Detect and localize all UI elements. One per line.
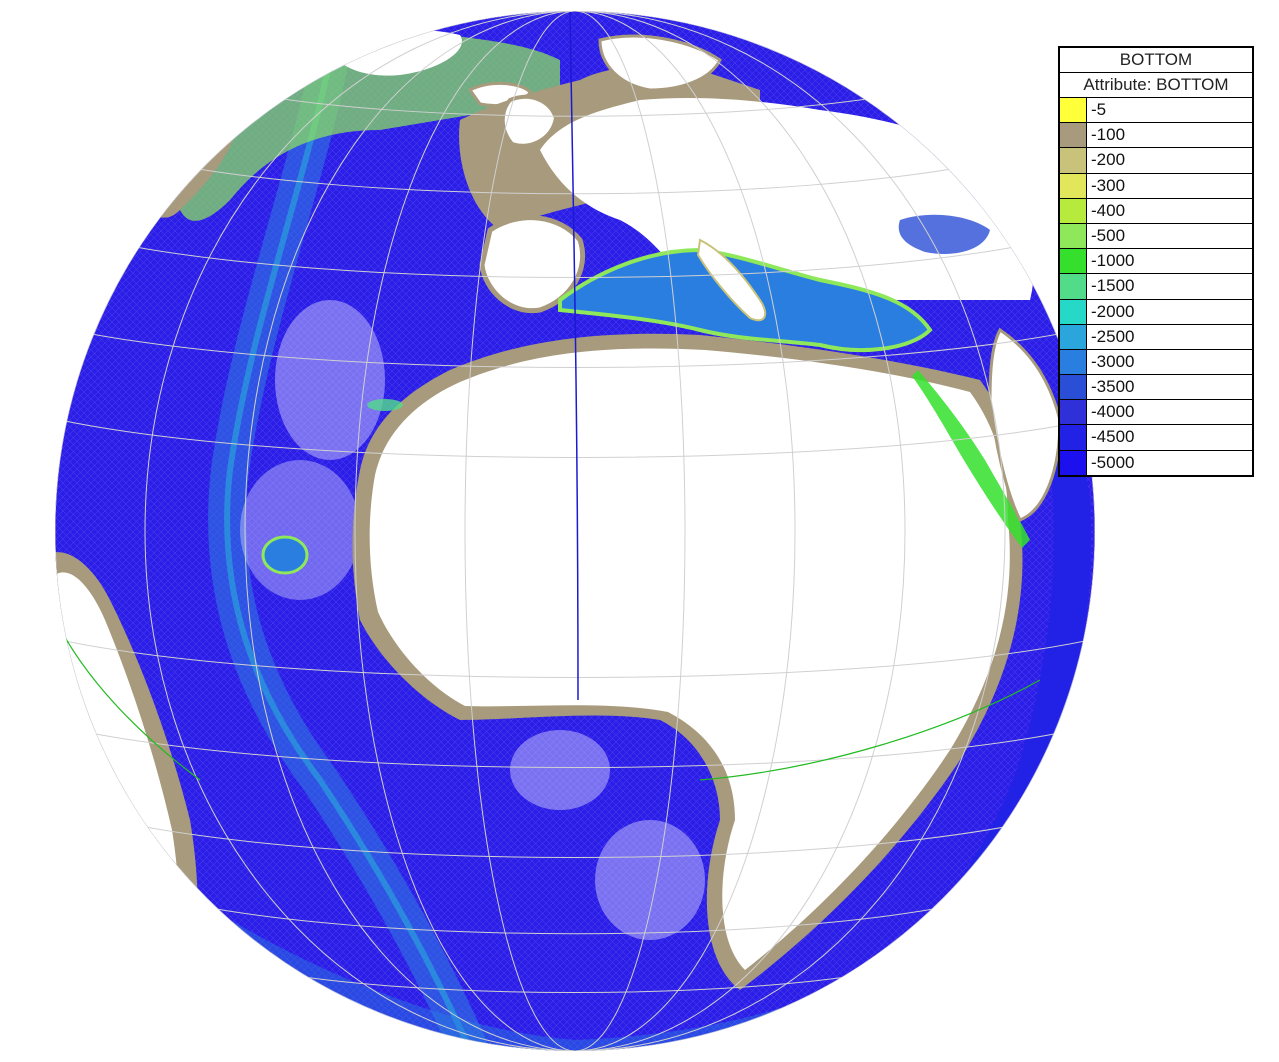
legend-label: -4500 (1087, 425, 1134, 449)
legend-row: -4000 (1060, 400, 1252, 425)
legend-label: -500 (1087, 224, 1125, 248)
legend-row: -3500 (1060, 375, 1252, 400)
legend-swatch (1060, 174, 1087, 198)
legend-label: -400 (1087, 199, 1125, 223)
legend-row: -200 (1060, 148, 1252, 173)
legend-label: -1500 (1087, 274, 1134, 298)
canary-islands (367, 399, 403, 411)
legend-swatch (1060, 224, 1087, 248)
legend-row: -5000 (1060, 451, 1252, 475)
legend-label: -4000 (1087, 400, 1134, 424)
mesh-refinement-patch (510, 730, 610, 810)
legend-row: -3000 (1060, 350, 1252, 375)
caribbean-islands (263, 537, 307, 573)
legend-label: -3000 (1087, 350, 1134, 374)
legend-row: -2500 (1060, 325, 1252, 350)
legend-swatch (1060, 350, 1087, 374)
legend-row: -500 (1060, 224, 1252, 249)
legend-row: -5 (1060, 98, 1252, 123)
legend-label: -3500 (1087, 375, 1134, 399)
legend-label: -2500 (1087, 325, 1134, 349)
mesh-refinement-patch (275, 300, 385, 460)
mesh-refinement-patch (595, 820, 705, 940)
legend-row: -1500 (1060, 274, 1252, 299)
legend-label: -2000 (1087, 300, 1134, 324)
legend-row: -4500 (1060, 425, 1252, 450)
legend-swatch (1060, 300, 1087, 324)
legend-row: -2000 (1060, 300, 1252, 325)
legend-row: -300 (1060, 174, 1252, 199)
legend-swatch (1060, 123, 1087, 147)
north-america-land (80, 95, 212, 177)
legend-label: -200 (1087, 148, 1125, 172)
legend-swatch (1060, 199, 1087, 223)
legend-swatch (1060, 400, 1087, 424)
legend-swatch (1060, 274, 1087, 298)
legend-label: -300 (1087, 174, 1125, 198)
legend-label: -5000 (1087, 451, 1134, 475)
legend-swatch (1060, 451, 1087, 475)
legend-swatch (1060, 425, 1087, 449)
legend-swatch (1060, 375, 1087, 399)
legend-row: -100 (1060, 123, 1252, 148)
mesh-refinement-patch (240, 460, 360, 600)
legend-swatch (1060, 325, 1087, 349)
legend-row: -1000 (1060, 249, 1252, 274)
legend-label: -100 (1087, 123, 1125, 147)
legend-swatch (1060, 148, 1087, 172)
legend-title: BOTTOM (1060, 48, 1252, 73)
legend-subtitle: Attribute: BOTTOM (1060, 73, 1252, 98)
legend-swatch (1060, 249, 1087, 273)
legend-label: -5 (1087, 98, 1106, 122)
legend-label: -1000 (1087, 249, 1134, 273)
map-legend: BOTTOM Attribute: BOTTOM -5 -100 -200 -3… (1058, 46, 1254, 477)
legend-row: -400 (1060, 199, 1252, 224)
legend-swatch (1060, 98, 1087, 122)
